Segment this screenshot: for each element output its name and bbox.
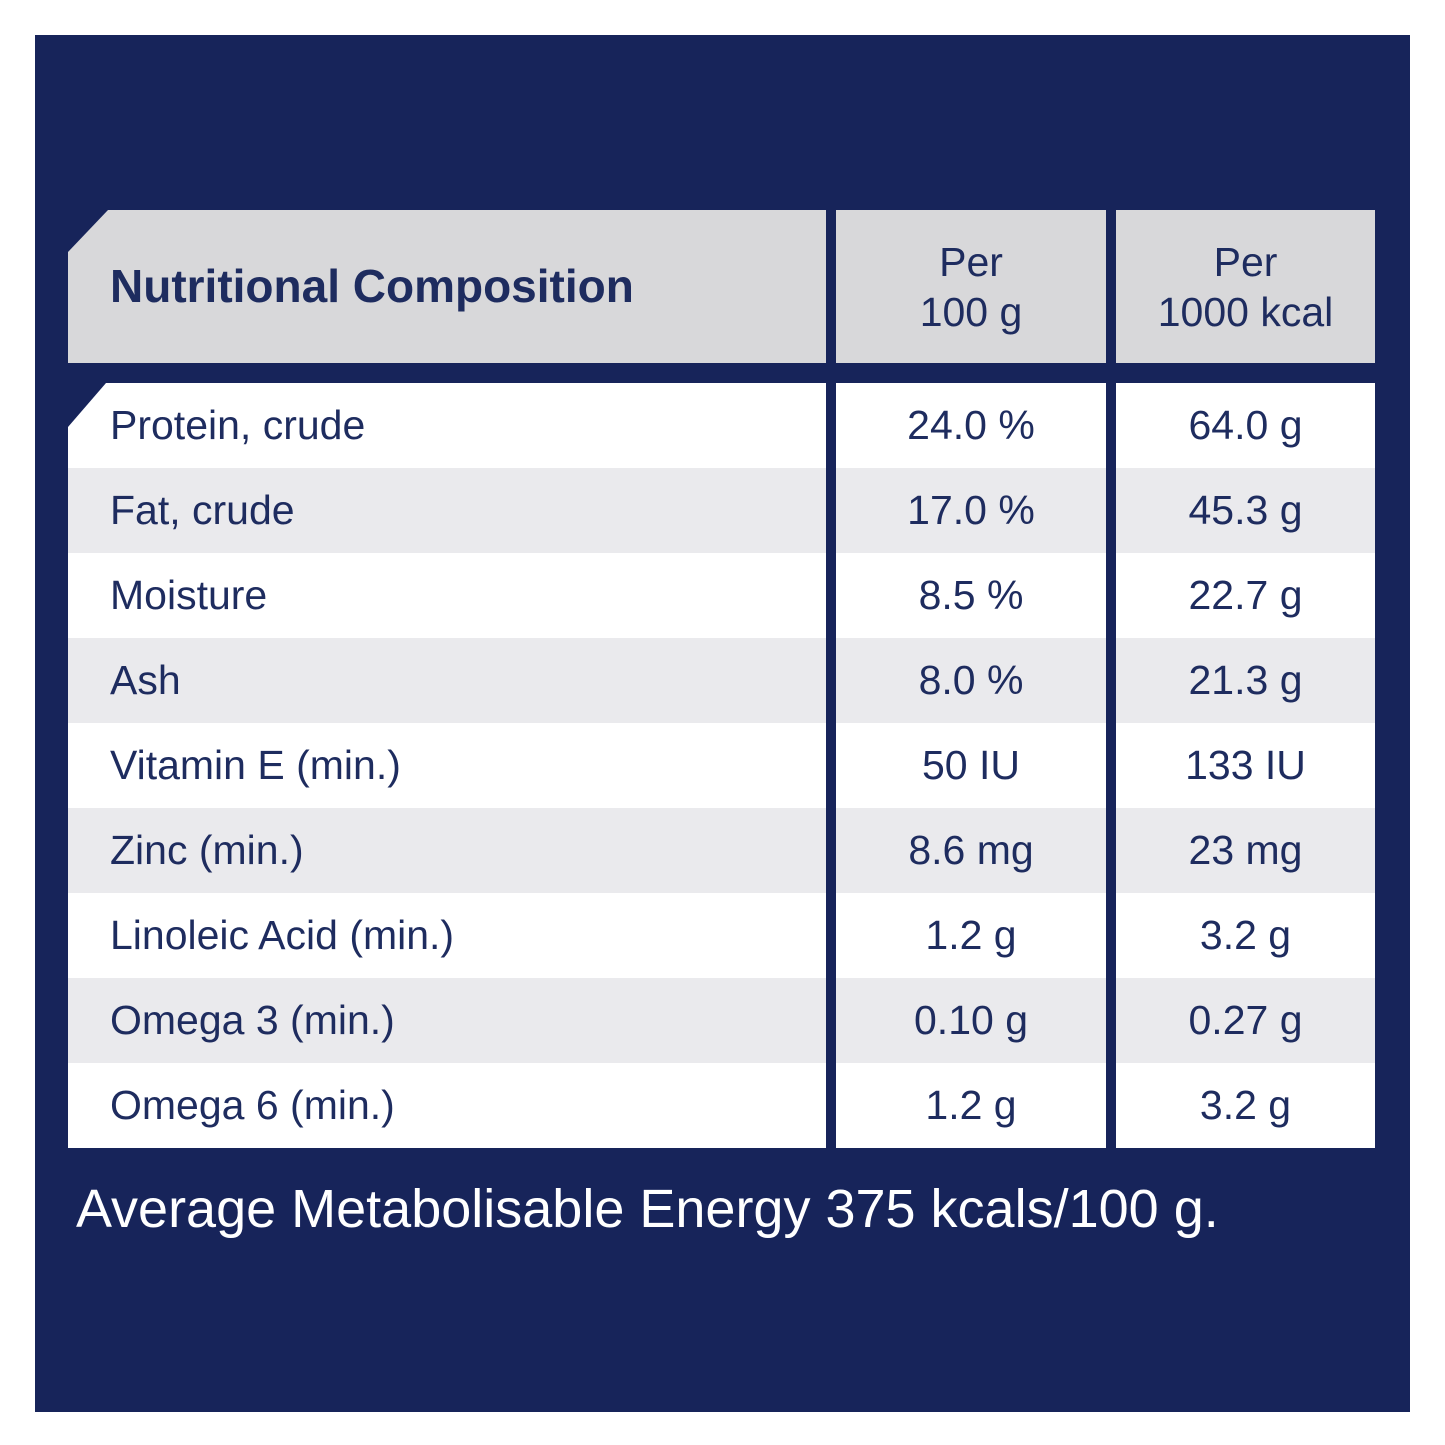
column-header-line: 1000 kcal bbox=[1157, 288, 1334, 335]
row-value-per-1000kcal: 3.2 g bbox=[1116, 893, 1375, 978]
row-value-per-100g: 8.5 % bbox=[836, 553, 1106, 638]
nutrition-panel: Nutritional Composition Per 100 g Per 10… bbox=[35, 35, 1410, 1412]
table-title: Nutritional Composition bbox=[110, 260, 634, 312]
row-label: Linoleic Acid (min.) bbox=[68, 893, 826, 978]
table-title-cell: Nutritional Composition bbox=[68, 210, 826, 363]
row-label: Ash bbox=[68, 638, 826, 723]
row-value-per-1000kcal: 64.0 g bbox=[1116, 383, 1375, 468]
metabolisable-energy-note: Average Metabolisable Energy 375 kcals/1… bbox=[76, 1179, 1219, 1239]
column-header-per-100g: Per 100 g bbox=[836, 210, 1106, 363]
row-label: Omega 6 (min.) bbox=[68, 1063, 826, 1148]
row-label: Protein, crude bbox=[68, 383, 826, 468]
column-header-line: Per bbox=[1213, 238, 1278, 285]
nutrition-table: Nutritional Composition Per 100 g Per 10… bbox=[68, 210, 1375, 1148]
row-label: Zinc (min.) bbox=[68, 808, 826, 893]
row-label: Moisture bbox=[68, 553, 826, 638]
row-label: Vitamin E (min.) bbox=[68, 723, 826, 808]
row-value-per-100g: 8.0 % bbox=[836, 638, 1106, 723]
row-value-per-100g: 17.0 % bbox=[836, 468, 1106, 553]
row-value-per-100g: 50 IU bbox=[836, 723, 1106, 808]
row-value-per-1000kcal: 23 mg bbox=[1116, 808, 1375, 893]
row-value-per-1000kcal: 21.3 g bbox=[1116, 638, 1375, 723]
row-value-per-1000kcal: 0.27 g bbox=[1116, 978, 1375, 1063]
row-value-per-100g: 8.6 mg bbox=[836, 808, 1106, 893]
row-value-per-1000kcal: 133 IU bbox=[1116, 723, 1375, 808]
row-label: Fat, crude bbox=[68, 468, 826, 553]
column-header-per-1000kcal: Per 1000 kcal bbox=[1116, 210, 1375, 363]
row-value-per-100g: 1.2 g bbox=[836, 1063, 1106, 1148]
row-value-per-100g: 24.0 % bbox=[836, 383, 1106, 468]
row-value-per-1000kcal: 45.3 g bbox=[1116, 468, 1375, 553]
row-value-per-100g: 0.10 g bbox=[836, 978, 1106, 1063]
row-value-per-1000kcal: 3.2 g bbox=[1116, 1063, 1375, 1148]
row-value-per-1000kcal: 22.7 g bbox=[1116, 553, 1375, 638]
row-value-per-100g: 1.2 g bbox=[836, 893, 1106, 978]
column-header-line: 100 g bbox=[919, 288, 1023, 335]
column-header-line: Per bbox=[939, 238, 1003, 285]
row-label: Omega 3 (min.) bbox=[68, 978, 826, 1063]
